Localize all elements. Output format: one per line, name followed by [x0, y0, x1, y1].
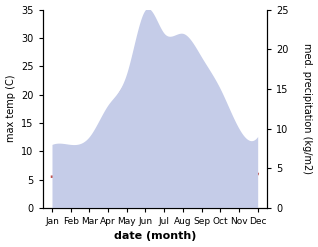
Y-axis label: max temp (C): max temp (C): [5, 75, 16, 143]
Y-axis label: med. precipitation (kg/m2): med. precipitation (kg/m2): [302, 43, 313, 174]
X-axis label: date (month): date (month): [114, 231, 196, 242]
